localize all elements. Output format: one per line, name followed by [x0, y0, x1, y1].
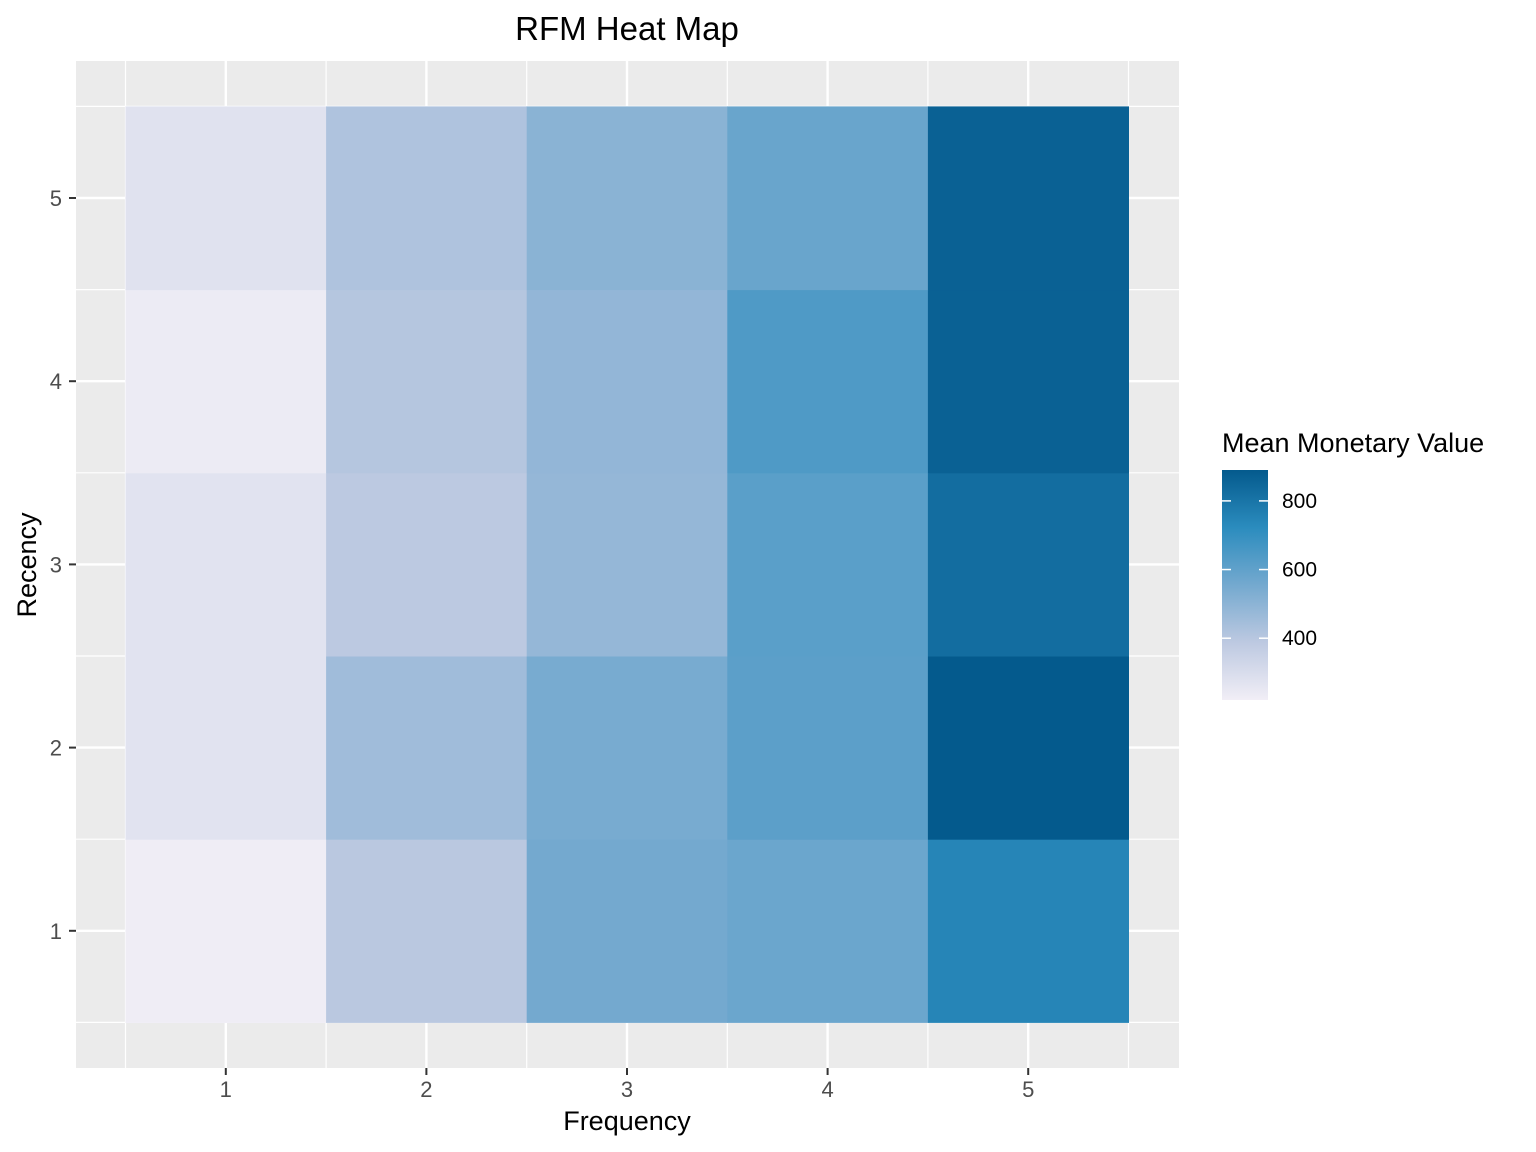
x-tick-label: 2 [420, 1077, 432, 1102]
y-tick-label: 2 [50, 736, 62, 761]
heatmap-cell [125, 289, 327, 474]
heatmap-cell [125, 656, 327, 840]
x-tick-label: 3 [621, 1077, 633, 1102]
legend-title: Mean Monetary Value [1222, 428, 1484, 458]
chart-title: RFM Heat Map [515, 10, 739, 47]
heatmap-cell [326, 472, 528, 657]
x-axis-title: Frequency [563, 1106, 691, 1136]
heatmap-cell [727, 472, 929, 657]
heatmap-cell [727, 106, 929, 291]
colorbar-tick-label: 800 [1282, 490, 1317, 513]
heatmap-cell [927, 839, 1129, 1023]
heatmap-cell [727, 289, 929, 474]
y-tick-label: 5 [50, 186, 62, 211]
x-tick-label: 1 [220, 1077, 232, 1102]
heatmap-cell [326, 839, 528, 1023]
y-tick-label: 4 [50, 369, 62, 394]
heatmap-cell [125, 472, 327, 657]
heatmap-cell [326, 656, 528, 840]
x-tick-label: 5 [1022, 1077, 1034, 1102]
y-axis: 1 2 3 4 5 [50, 186, 76, 944]
heatmap-cells [125, 106, 1129, 1023]
colorbar-ticks: 400 600 800 [1222, 490, 1317, 650]
heatmap-cell [526, 656, 728, 840]
heatmap-cell [526, 472, 728, 657]
heatmap-cell [326, 289, 528, 474]
heatmap-cell [927, 656, 1129, 840]
heatmap-cell [125, 106, 327, 291]
heatmap-cell [727, 656, 929, 840]
colorbar [1222, 470, 1268, 700]
heatmap-cell [526, 289, 728, 474]
colorbar-tick-label: 600 [1282, 559, 1317, 582]
heatmap-cell [326, 106, 528, 291]
y-tick-label: 3 [50, 552, 62, 577]
heatmap-cell [927, 472, 1129, 657]
heatmap-cell [526, 106, 728, 291]
heatmap-cell [526, 839, 728, 1023]
x-tick-label: 4 [821, 1077, 833, 1102]
heatmap-cell [727, 839, 929, 1023]
colorbar-tick-label: 400 [1282, 627, 1317, 650]
colorbar-legend: Mean Monetary Value 400 600 800 [1222, 428, 1484, 700]
heatmap-cell [927, 289, 1129, 474]
x-axis: 1 2 3 4 5 [220, 1068, 1034, 1102]
y-axis-title: Recency [12, 512, 42, 618]
heatmap-cell [927, 106, 1129, 291]
y-tick-label: 1 [50, 919, 62, 944]
heatmap-cell [125, 839, 327, 1023]
